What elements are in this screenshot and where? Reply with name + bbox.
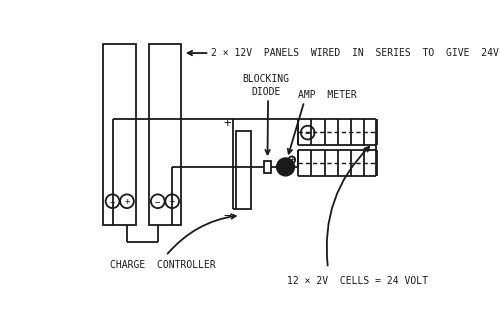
Text: AMP  METER: AMP METER (298, 90, 357, 100)
Text: BLOCKING
DIODE: BLOCKING DIODE (242, 74, 289, 97)
Text: +: + (289, 155, 294, 164)
Bar (264, 161, 271, 173)
Text: −: − (155, 197, 160, 206)
Bar (104, 44, 136, 225)
Bar (148, 44, 182, 225)
Text: 2 × 12V  PANELS  WIRED  IN  SERIES  TO  GIVE  24V: 2 × 12V PANELS WIRED IN SERIES TO GIVE 2… (211, 48, 499, 58)
Text: +: + (224, 117, 231, 130)
Bar (236, 131, 251, 209)
Text: +: + (124, 197, 130, 206)
Text: −: − (110, 197, 115, 206)
Text: 12 × 2V  CELLS = 24 VOLT: 12 × 2V CELLS = 24 VOLT (288, 276, 428, 286)
Text: −: − (224, 210, 231, 223)
Circle shape (277, 158, 294, 176)
Text: CHARGE  CONTROLLER: CHARGE CONTROLLER (110, 260, 216, 270)
Text: −: − (305, 128, 310, 137)
Text: +: + (170, 197, 175, 206)
